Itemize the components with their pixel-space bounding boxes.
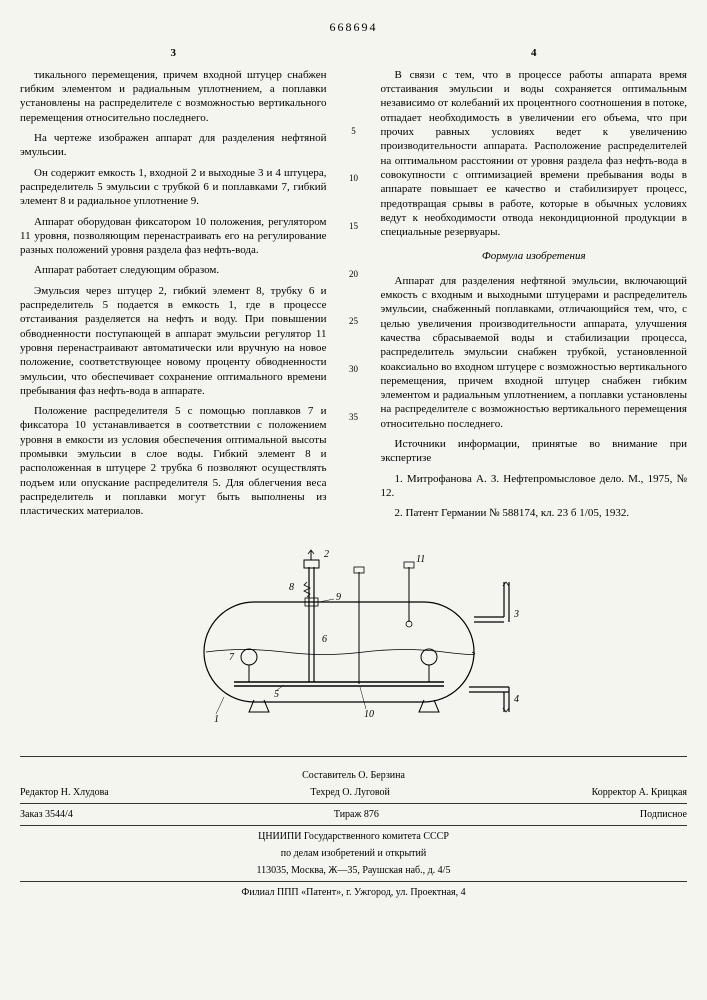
paragraph: В связи с тем, что в процессе работы апп… [381, 68, 688, 240]
paragraph: Эмульсия через штуцер 2, гибкий элемент … [20, 284, 327, 398]
paragraph: Положение распределителя 5 с помощью поп… [20, 404, 327, 518]
paragraph: тикального перемещения, причем входной ш… [20, 68, 327, 125]
line-number: 35 [347, 412, 361, 424]
subscription: Подписное [640, 808, 687, 821]
line-number: 25 [347, 316, 361, 328]
line-number: 15 [347, 221, 361, 233]
paragraph: Аппарат работает следующим образом. [20, 263, 327, 277]
svg-text:1: 1 [214, 714, 219, 725]
org1: ЦНИИПИ Государственного комитета СССР [20, 830, 687, 843]
line-number: 10 [347, 173, 361, 185]
svg-text:3: 3 [513, 609, 519, 620]
address: 113035, Москва, Ж—35, Раушская наб., д. … [20, 864, 687, 877]
svg-text:10: 10 [364, 709, 374, 720]
compiler: Составитель О. Берзина [20, 769, 687, 782]
svg-text:6: 6 [322, 634, 327, 645]
svg-text:9: 9 [336, 592, 341, 603]
left-col-number: 3 [20, 46, 327, 60]
line-number: 30 [347, 364, 361, 376]
paragraph: Источники информации, принятые во вниман… [381, 437, 688, 466]
document-number: 668694 [20, 20, 687, 36]
svg-text:4: 4 [514, 694, 519, 705]
svg-text:5: 5 [274, 689, 279, 700]
formula-title: Формула изобретения [381, 249, 688, 263]
org2: по делам изобретений и открытий [20, 847, 687, 860]
right-col-number: 4 [381, 46, 688, 60]
left-column: 3 тикального перемещения, причем входной… [20, 46, 327, 527]
right-column: 4 В связи с тем, что в процессе работы а… [381, 46, 688, 527]
order: Заказ 3544/4 [20, 808, 73, 821]
paragraph: Он содержит емкость 1, входной 2 и выход… [20, 166, 327, 209]
editor: Редактор Н. Хлудова [20, 786, 109, 799]
line-numbers: 5 10 15 20 25 30 35 [347, 46, 361, 527]
text-columns: 3 тикального перемещения, причем входной… [20, 46, 687, 527]
svg-text:11: 11 [416, 554, 425, 565]
line-number: 20 [347, 269, 361, 281]
tirazh: Тираж 876 [334, 808, 379, 821]
line-number: 5 [347, 126, 361, 138]
svg-text:7: 7 [229, 652, 235, 663]
paragraph: Аппарат оборудован фиксатором 10 положен… [20, 215, 327, 258]
paragraph: Аппарат для разделения нефтяной эмульсии… [381, 274, 688, 431]
footer: Составитель О. Берзина Редактор Н. Хлудо… [20, 756, 687, 899]
svg-text:2: 2 [324, 549, 329, 560]
corrector: Корректор А. Крицкая [592, 786, 687, 799]
paragraph: На чертеже изображен аппарат для разделе… [20, 131, 327, 160]
filial: Филиал ППП «Патент», г. Ужгород, ул. Про… [20, 886, 687, 899]
paragraph: 2. Патент Германии № 588174, кл. 23 б 1/… [381, 506, 688, 520]
paragraph: 1. Митрофанова А. З. Нефтепромысловое де… [381, 472, 688, 501]
svg-text:8: 8 [289, 582, 294, 593]
apparatus-diagram: 1 2 3 4 5 6 7 8 9 10 11 [20, 542, 687, 736]
techred: Техред О. Луговой [310, 786, 390, 799]
